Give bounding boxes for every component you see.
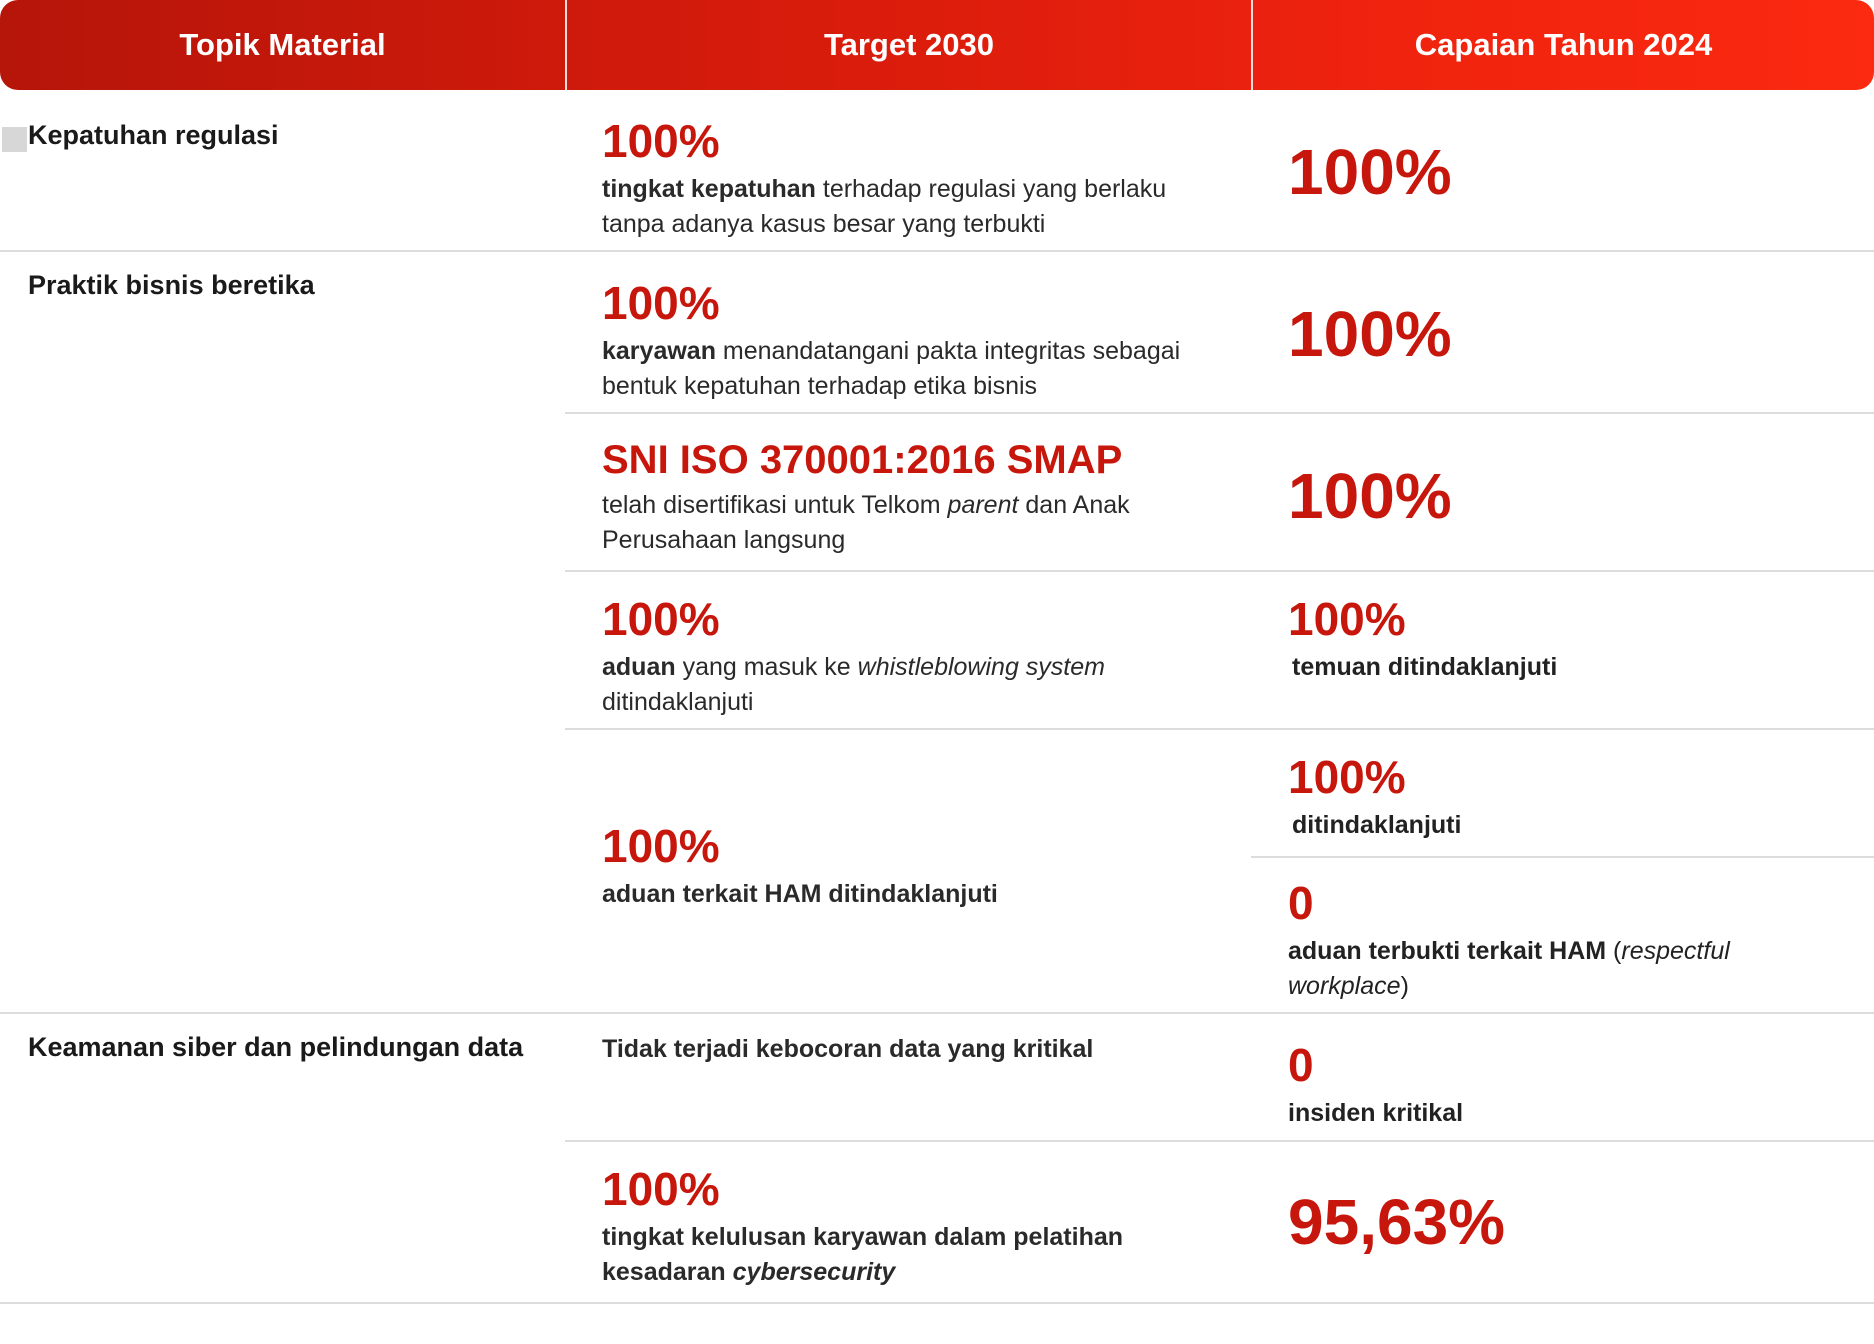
target-value: 100%: [602, 820, 720, 872]
achievement-value: 100%: [1288, 136, 1452, 208]
target-description: tingkat kepatuhan terhadap regulasi yang…: [602, 175, 1167, 238]
achievement-description: aduan terbukti terkait HAM (respectful w…: [1288, 937, 1730, 1000]
achievement-value: 100%: [1288, 593, 1406, 645]
header-divider: [565, 0, 567, 90]
target-cell: SNI ISO 370001:2016 SMAP telah disertifi…: [602, 440, 1222, 558]
table-header: Topik Material Target 2030 Capaian Tahun…: [0, 0, 1874, 90]
target-value: 100%: [602, 593, 720, 645]
target-description: karyawan menandatangani pakta integritas…: [602, 337, 1181, 400]
achievement-value: 100%: [1288, 298, 1452, 370]
header-divider: [1251, 0, 1253, 90]
achievement-description: ditindaklanjuti: [1292, 811, 1462, 839]
target-description: Tidak terjadi kebocoran data yang kritik…: [602, 1035, 1094, 1063]
achievement-cell: 100% temuan ditindaklanjuti: [1288, 596, 1848, 685]
achievement-description: temuan ditindaklanjuti: [1292, 653, 1558, 681]
target-description: aduan terkait HAM ditindaklanjuti: [602, 880, 998, 908]
header-topic: Topik Material: [179, 27, 386, 62]
target-cell: 100% aduan yang masuk ke whistleblowing …: [602, 596, 1222, 720]
target-description: tingkat kelulusan karyawan dalam pelatih…: [602, 1223, 1124, 1286]
target-cell: 100% karyawan menandatangani pakta integ…: [602, 280, 1222, 404]
header-achievement: Capaian Tahun 2024: [1414, 27, 1713, 62]
achievement-cell: 100% ditindaklanjuti: [1288, 754, 1848, 843]
achievement-value: 95,63%: [1288, 1186, 1506, 1258]
target-cell: 100% tingkat kepatuhan terhadap regulasi…: [602, 118, 1222, 242]
row-divider: [565, 1140, 1874, 1142]
row-divider: [1251, 856, 1874, 858]
achievement-cell: 0 insiden kritikal: [1288, 1042, 1848, 1131]
target-value: 100%: [602, 1163, 720, 1215]
header-target: Target 2030: [823, 27, 994, 62]
achievement-cell: 0 aduan terbukti terkait HAM (respectful…: [1288, 880, 1848, 1004]
topic-label: Praktik bisnis beretika: [28, 270, 315, 300]
row-marker: [2, 127, 27, 152]
row-divider: [0, 1302, 1874, 1304]
achievement-value: 0: [1288, 877, 1314, 929]
target-description: aduan yang masuk ke whistleblowing syste…: [602, 653, 1105, 716]
target-description: telah disertifikasi untuk Telkom parent …: [602, 491, 1130, 554]
row-divider: [565, 728, 1874, 730]
target-cell: Tidak terjadi kebocoran data yang kritik…: [602, 1032, 1222, 1067]
target-cell: 100% aduan terkait HAM ditindaklanjuti: [602, 823, 1222, 912]
row-divider: [565, 570, 1874, 572]
achievement-description: insiden kritikal: [1288, 1099, 1464, 1127]
row-divider: [0, 250, 1874, 252]
row-divider: [0, 1012, 1874, 1014]
achievement-value: 100%: [1288, 751, 1406, 803]
achievement-value: 0: [1288, 1039, 1314, 1091]
target-value: 100%: [602, 115, 720, 167]
target-cell: 100% tingkat kelulusan karyawan dalam pe…: [602, 1166, 1222, 1290]
target-value: 100%: [602, 277, 720, 329]
row-divider: [565, 412, 1874, 414]
target-value: SNI ISO 370001:2016 SMAP: [602, 438, 1123, 482]
achievement-value: 100%: [1288, 460, 1452, 532]
topic-label: Keamanan siber dan pelindungan data: [28, 1032, 524, 1062]
topic-label: Kepatuhan regulasi: [28, 120, 279, 150]
